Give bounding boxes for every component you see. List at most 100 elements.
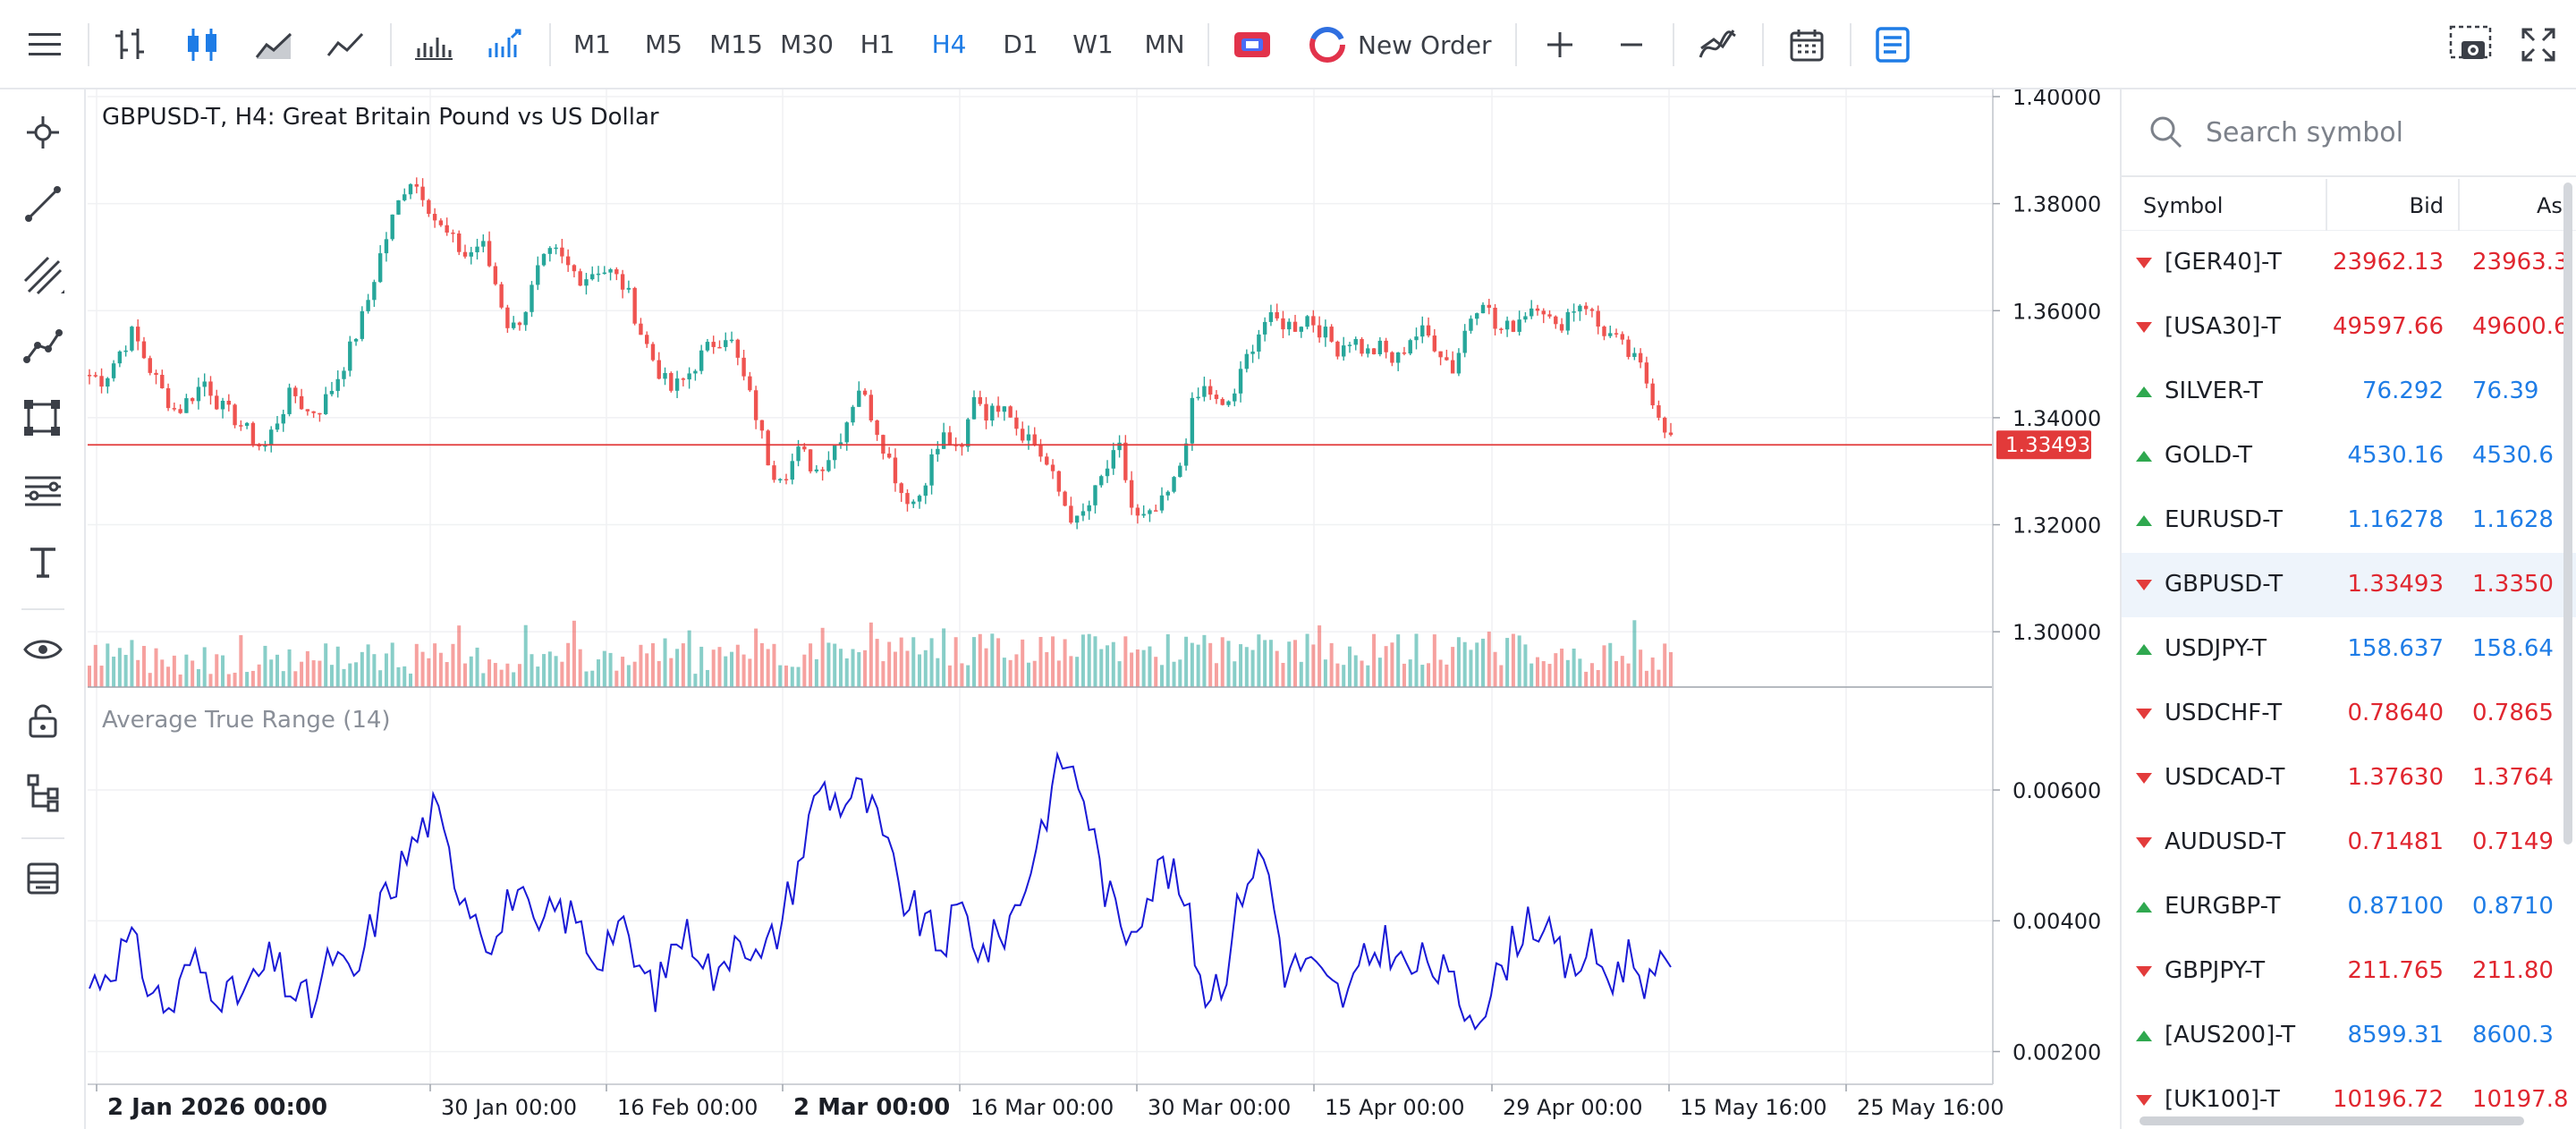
symbol-name: USDCAD-T	[2165, 764, 2285, 791]
candle	[215, 395, 219, 410]
volume-bar	[1002, 658, 1006, 687]
candle	[233, 404, 237, 426]
polyline-icon[interactable]	[20, 324, 66, 370]
candle	[1002, 406, 1007, 412]
timeframe-m30[interactable]: M30	[780, 30, 834, 59]
timeframe-m5[interactable]: M5	[645, 30, 682, 59]
col-bid-header[interactable]: Bid	[2409, 193, 2444, 218]
watch-row[interactable]: AUDUSD-T 0.71481 0.7149	[2122, 811, 2576, 875]
indicators-icon[interactable]	[481, 20, 528, 70]
watch-row[interactable]: [UK100]-T 10196.72 10197.8	[2122, 1068, 2576, 1129]
watch-row[interactable]: [AUS200]-T 8599.31 8600.3	[2122, 1004, 2576, 1068]
eye-icon[interactable]	[20, 626, 66, 673]
symbol-info-icon[interactable]	[1869, 20, 1916, 70]
candle	[1644, 362, 1649, 384]
timeframe-d1[interactable]: D1	[1003, 30, 1038, 59]
volume-bar	[1530, 663, 1534, 687]
candle	[293, 387, 298, 396]
candle	[729, 339, 734, 342]
volume-bar	[1584, 671, 1589, 687]
candle	[499, 284, 504, 308]
volume-bar	[844, 658, 849, 687]
object-tree-icon[interactable]	[20, 769, 66, 816]
menu-icon[interactable]	[23, 20, 66, 70]
watch-row[interactable]: EURGBP-T 0.87100 0.8710	[2122, 875, 2576, 939]
atr-tick-label: 0.00200	[2012, 1040, 2101, 1065]
watch-row[interactable]: GBPUSD-T 1.33493 1.3350	[2122, 553, 2576, 617]
candle	[1377, 340, 1383, 354]
candle	[1504, 320, 1510, 330]
volume-bar	[1632, 620, 1637, 687]
volume-bar	[1578, 658, 1582, 687]
volume-bar	[245, 672, 250, 687]
timeframe-w1[interactable]: W1	[1072, 30, 1114, 59]
text-icon[interactable]	[20, 539, 66, 585]
volume-bar	[1657, 669, 1661, 687]
fibonacci-icon[interactable]	[20, 467, 66, 514]
watch-row[interactable]: USDCHF-T 0.78640 0.7865	[2122, 682, 2576, 746]
candle	[202, 381, 207, 387]
price-chart[interactable]: 1.40000 1.38000 1.36000 1.34000 1.32000 1.300…	[88, 89, 2120, 1129]
bar-chart-icon[interactable]	[107, 20, 154, 70]
area-chart-icon[interactable]	[250, 20, 297, 70]
volume-bar	[1021, 639, 1025, 687]
crosshair-icon[interactable]	[20, 109, 66, 156]
watch-row[interactable]: [GER40]-T 23962.13 23963.3	[2122, 231, 2576, 295]
indicators-add-icon[interactable]	[1694, 20, 1741, 70]
col-symbol-header[interactable]: Symbol	[2143, 193, 2224, 218]
volume-bar	[796, 666, 801, 687]
col-ask-header[interactable]: As	[2537, 193, 2563, 218]
zoom-in-icon[interactable]	[1537, 20, 1583, 70]
screenshot-icon[interactable]	[2447, 20, 2494, 70]
candlestick-icon[interactable]	[179, 20, 225, 70]
candle	[886, 454, 892, 458]
volume-bar	[226, 674, 231, 687]
zoom-out-icon[interactable]	[1608, 20, 1655, 70]
watch-row[interactable]: [USA30]-T 49597.66 49600.6	[2122, 295, 2576, 360]
symbol-name: GBPJPY-T	[2165, 957, 2266, 984]
volume-bar	[136, 659, 140, 687]
ask-price: 76.39	[2472, 378, 2539, 404]
volume-bar	[1141, 649, 1146, 687]
new-order-button[interactable]: New Order	[1308, 20, 1496, 70]
candle	[1172, 477, 1176, 492]
watch-row[interactable]: USDJPY-T 158.637 158.64	[2122, 617, 2576, 682]
timeframe-m1[interactable]: M1	[573, 30, 611, 59]
timeframe-h1[interactable]: H1	[860, 30, 895, 59]
candle	[1220, 399, 1224, 405]
timeframe-mn[interactable]: MN	[1144, 30, 1185, 59]
trendline-icon[interactable]	[20, 181, 66, 227]
channel-icon[interactable]	[20, 252, 66, 299]
line-chart-icon[interactable]	[322, 20, 369, 70]
watch-scrollbar[interactable]	[2563, 183, 2572, 845]
candle	[190, 398, 195, 402]
timeframe-m15[interactable]: M15	[709, 30, 763, 59]
timeframe-h4[interactable]: H4	[931, 30, 967, 59]
candle	[590, 274, 595, 280]
chart-area[interactable]: 1.40000 1.38000 1.36000 1.34000 1.32000 1.300…	[88, 89, 2120, 1129]
rectangle-icon[interactable]	[20, 395, 66, 442]
volume-bar	[1445, 664, 1449, 687]
lock-icon[interactable]	[20, 698, 66, 744]
one-click-trading-icon[interactable]	[1229, 20, 1275, 70]
layers-icon[interactable]	[20, 855, 66, 902]
candle	[493, 266, 498, 284]
calendar-icon[interactable]	[1784, 20, 1830, 70]
watch-row[interactable]: EURUSD-T 1.16278 1.1628	[2122, 488, 2576, 553]
watch-row[interactable]: GOLD-T 4530.16 4530.6	[2122, 424, 2576, 488]
candle	[766, 430, 770, 466]
volume-bar	[409, 673, 413, 687]
watch-horizontal-scrollbar[interactable]	[2140, 1116, 2524, 1125]
volume-icon[interactable]	[410, 20, 456, 70]
ask-price: 49600.6	[2472, 313, 2569, 340]
search-input[interactable]	[2206, 109, 2555, 156]
fullscreen-icon[interactable]	[2515, 20, 2562, 70]
arrow-up-icon	[2136, 1031, 2152, 1041]
watch-row[interactable]: USDCAD-T 1.37630 1.3764	[2122, 746, 2576, 811]
candle	[869, 395, 874, 420]
volume-bar	[754, 628, 758, 687]
volume-bar	[984, 648, 988, 687]
watch-row[interactable]: GBPJPY-T 211.765 211.80	[2122, 939, 2576, 1004]
ask-price: 158.64	[2472, 635, 2554, 662]
watch-row[interactable]: SILVER-T 76.292 76.39	[2122, 360, 2576, 424]
